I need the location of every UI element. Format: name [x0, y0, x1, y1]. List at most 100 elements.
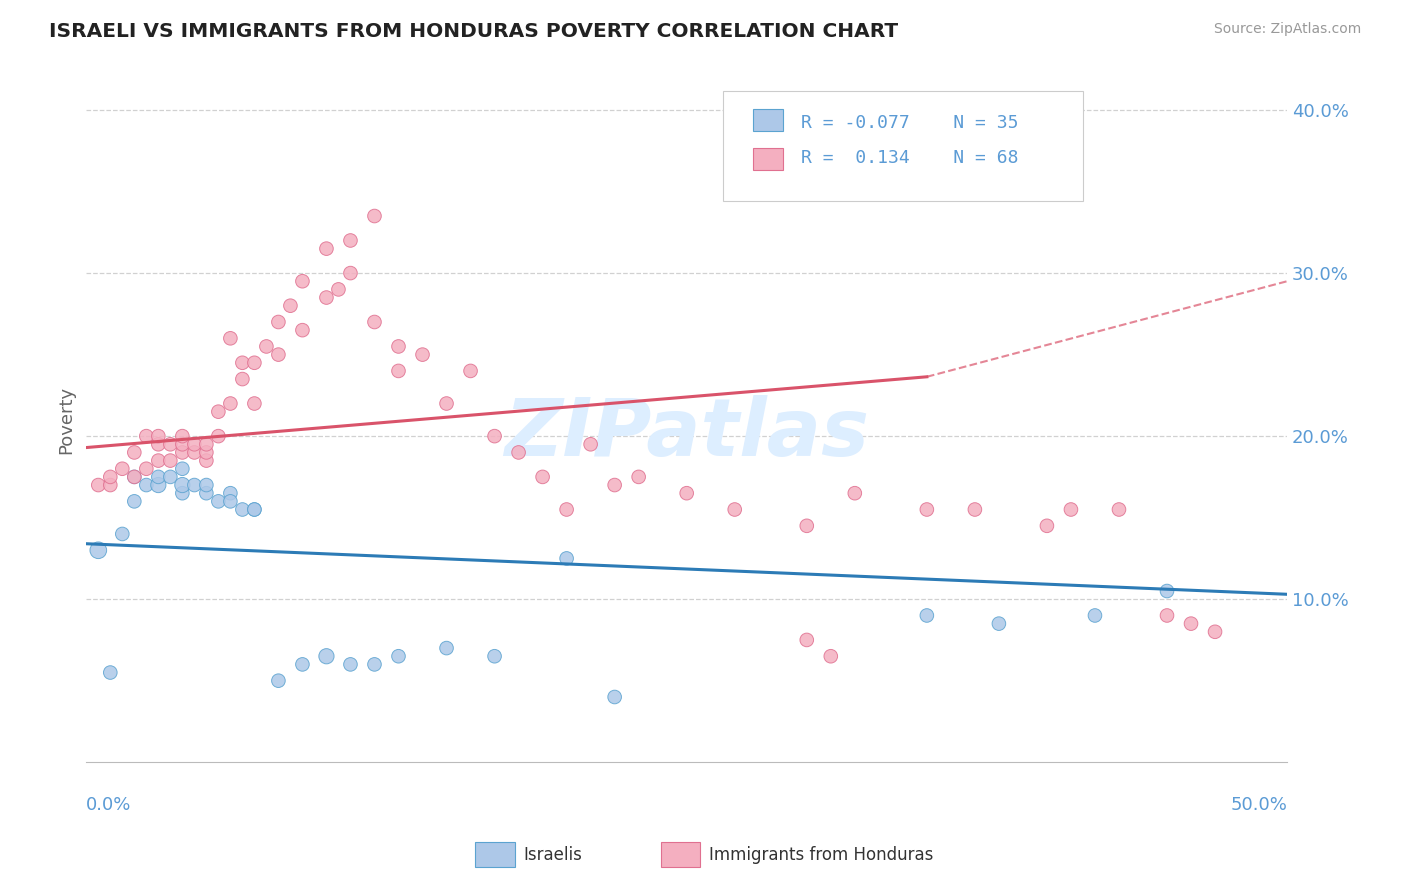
- Point: [387, 649, 409, 664]
- Point: [111, 461, 134, 475]
- Point: [98, 470, 121, 484]
- Point: [98, 665, 121, 680]
- Point: [915, 608, 938, 623]
- Point: [172, 445, 194, 459]
- Point: [579, 437, 602, 451]
- Point: [124, 470, 146, 484]
- Point: [555, 502, 578, 516]
- Point: [243, 356, 266, 370]
- Point: [291, 657, 314, 672]
- Point: [387, 364, 409, 378]
- Point: [339, 266, 361, 280]
- Text: 0.0%: 0.0%: [86, 797, 132, 814]
- Point: [207, 405, 229, 419]
- Point: [603, 690, 626, 704]
- Point: [555, 551, 578, 566]
- Point: [436, 641, 458, 656]
- Point: [243, 502, 266, 516]
- Point: [315, 649, 337, 664]
- Point: [231, 372, 253, 386]
- Point: [267, 315, 290, 329]
- Point: [1060, 502, 1083, 516]
- Text: ISRAELI VS IMMIGRANTS FROM HONDURAS POVERTY CORRELATION CHART: ISRAELI VS IMMIGRANTS FROM HONDURAS POVE…: [49, 22, 898, 41]
- Point: [339, 234, 361, 248]
- Point: [195, 478, 218, 492]
- Point: [328, 282, 350, 296]
- Point: [254, 339, 277, 353]
- Point: [387, 339, 409, 353]
- Point: [280, 299, 302, 313]
- Point: [675, 486, 697, 500]
- Point: [111, 527, 134, 541]
- Point: [148, 453, 170, 467]
- Point: [231, 502, 253, 516]
- Point: [531, 470, 554, 484]
- Point: [87, 543, 110, 558]
- Text: R =  0.134    N = 68: R = 0.134 N = 68: [801, 149, 1018, 167]
- Point: [363, 209, 385, 223]
- Point: [124, 494, 146, 508]
- Point: [1108, 502, 1130, 516]
- Text: ZIPatlas: ZIPatlas: [505, 394, 869, 473]
- Text: Israelis: Israelis: [523, 846, 582, 863]
- Point: [135, 461, 157, 475]
- Point: [148, 470, 170, 484]
- Point: [1156, 584, 1178, 599]
- Point: [267, 673, 290, 688]
- Point: [172, 478, 194, 492]
- Point: [915, 502, 938, 516]
- Point: [484, 649, 506, 664]
- Point: [183, 478, 205, 492]
- Y-axis label: Poverty: Poverty: [58, 385, 75, 454]
- Point: [135, 478, 157, 492]
- Point: [987, 616, 1010, 631]
- Point: [124, 470, 146, 484]
- Point: [219, 396, 242, 410]
- Point: [267, 348, 290, 362]
- Point: [195, 486, 218, 500]
- Point: [207, 429, 229, 443]
- Point: [460, 364, 482, 378]
- Point: [796, 518, 818, 533]
- Point: [172, 429, 194, 443]
- Point: [148, 437, 170, 451]
- Text: 50.0%: 50.0%: [1230, 797, 1286, 814]
- Point: [172, 461, 194, 475]
- Point: [291, 274, 314, 288]
- Point: [844, 486, 866, 500]
- Point: [315, 291, 337, 305]
- Point: [172, 437, 194, 451]
- Point: [195, 445, 218, 459]
- Text: R = -0.077    N = 35: R = -0.077 N = 35: [801, 114, 1018, 132]
- Point: [195, 453, 218, 467]
- Point: [484, 429, 506, 443]
- Point: [796, 632, 818, 647]
- Point: [724, 502, 747, 516]
- Point: [363, 657, 385, 672]
- Point: [339, 657, 361, 672]
- Point: [627, 470, 650, 484]
- Point: [87, 478, 110, 492]
- FancyBboxPatch shape: [752, 109, 783, 131]
- Point: [148, 429, 170, 443]
- Point: [159, 453, 181, 467]
- Point: [183, 437, 205, 451]
- Point: [436, 396, 458, 410]
- FancyBboxPatch shape: [752, 148, 783, 169]
- Point: [159, 470, 181, 484]
- Point: [1204, 624, 1226, 639]
- Point: [1036, 518, 1059, 533]
- Point: [219, 494, 242, 508]
- Point: [243, 396, 266, 410]
- FancyBboxPatch shape: [723, 91, 1083, 201]
- Point: [159, 437, 181, 451]
- Text: Source: ZipAtlas.com: Source: ZipAtlas.com: [1213, 22, 1361, 37]
- Point: [207, 494, 229, 508]
- Point: [135, 429, 157, 443]
- Point: [963, 502, 986, 516]
- Point: [1084, 608, 1107, 623]
- Point: [412, 348, 434, 362]
- Point: [291, 323, 314, 337]
- Point: [195, 437, 218, 451]
- Point: [98, 478, 121, 492]
